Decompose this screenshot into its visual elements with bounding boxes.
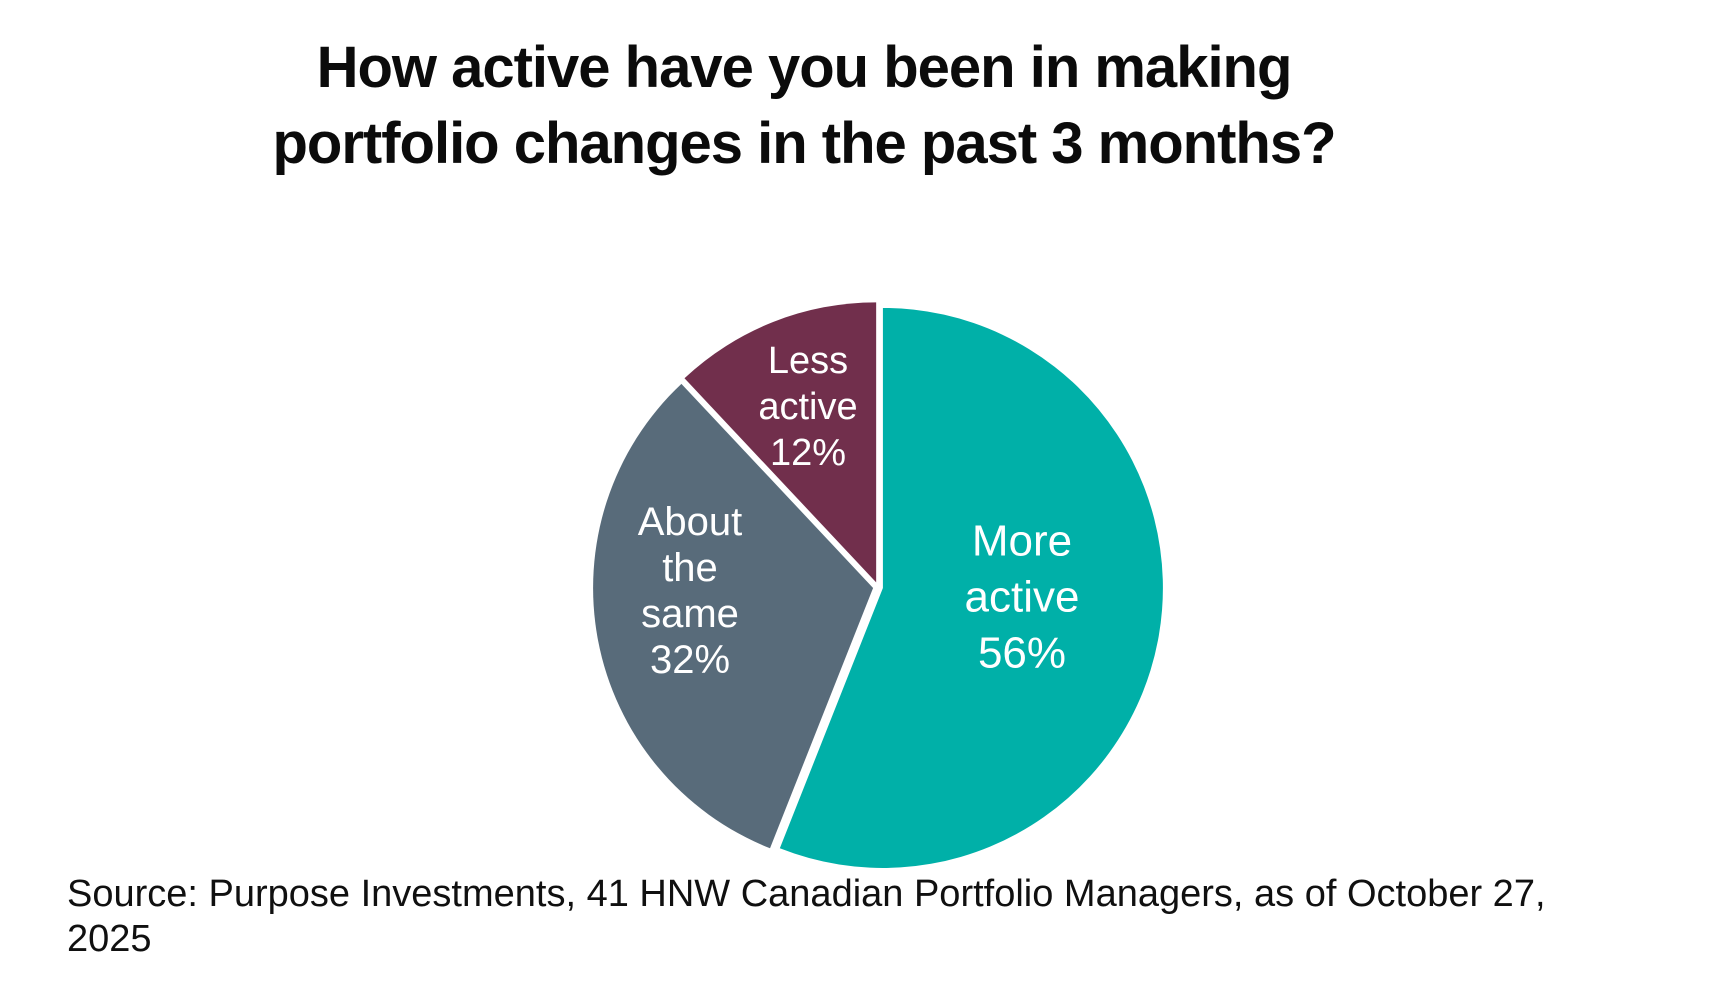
source-line-1: Source: Purpose Investments, 41 HNW Cana… (67, 873, 1546, 915)
pie-slice-more-active (779, 307, 1163, 868)
pie-slice-label-more-active: More active 56% (965, 517, 1080, 678)
source-line-2: 2025 (67, 918, 152, 960)
chart-title-line-2: portfolio changes in the past 3 months? (272, 111, 1336, 176)
chart-title-line-1: How active have you been in making (316, 35, 1293, 100)
chart-title: How active have you been in making portf… (174, 30, 1434, 182)
source-note: Source: Purpose Investments, 41 HNW Cana… (67, 872, 1707, 962)
pie-slice-about-the-same (593, 383, 874, 849)
pie-slice-label-less-active: Less active 12% (758, 340, 857, 474)
pie-slice-less-active (684, 302, 877, 583)
pie-slice-label-about-the-same: About the same 32% (638, 500, 743, 682)
